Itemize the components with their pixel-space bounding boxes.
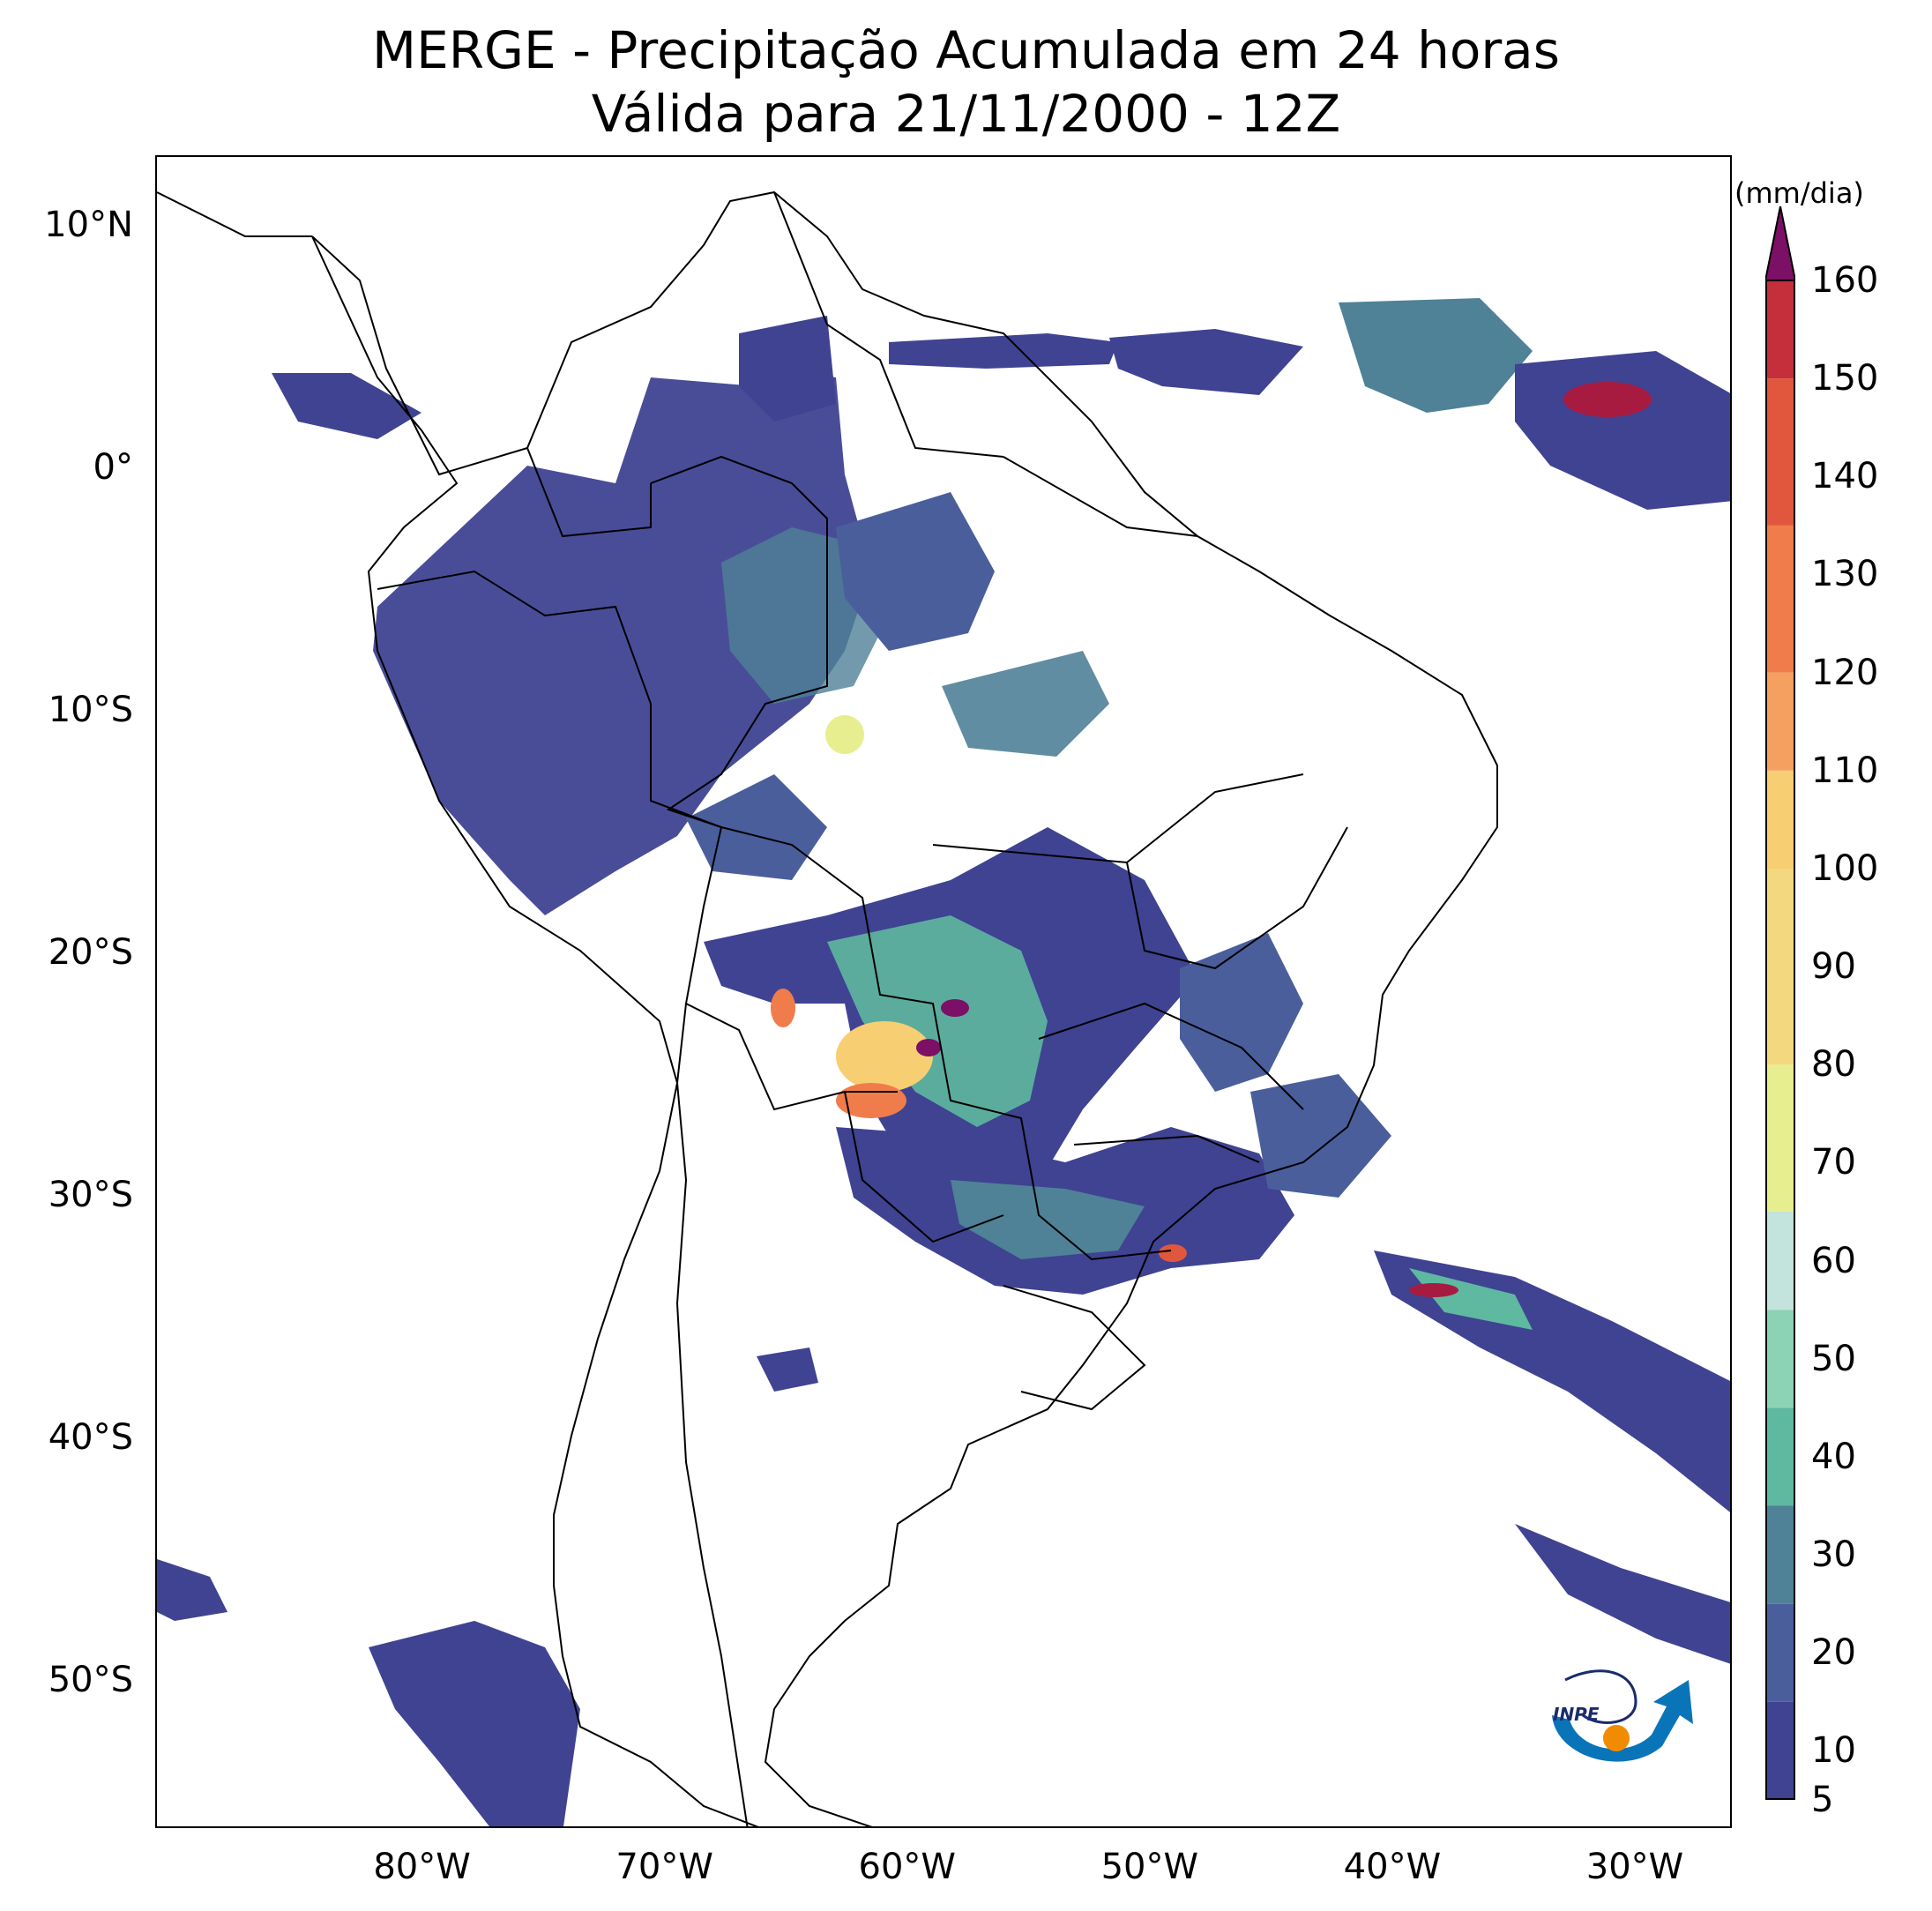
precip-area-amazon-south <box>686 774 827 880</box>
border-central-america <box>157 191 312 237</box>
colorbar-unit-label: (mm/dia) <box>1734 176 1864 210</box>
longitude-label: 60°W <box>858 1847 956 1887</box>
colorbar-segment <box>1765 1064 1795 1213</box>
border-brazil-states-4 <box>1038 1002 1304 1110</box>
longitude-label: 50°W <box>1100 1847 1199 1887</box>
colorbar-segment <box>1765 280 1795 379</box>
colorbar-tick-label: 50 <box>1811 1338 1856 1379</box>
colorbar-tick-label: 130 <box>1811 554 1879 595</box>
precip-area-pacific-south <box>157 1559 228 1621</box>
precip-core-4 <box>941 999 969 1017</box>
precip-area-atlantic-tail <box>1515 1524 1730 1664</box>
colorbar-frame <box>1765 280 1795 1800</box>
precip-area-southeast <box>1250 1074 1391 1198</box>
precip-area-pacific-north <box>272 373 421 439</box>
colorbar-segment <box>1765 378 1795 526</box>
colorbar-tick-label: 90 <box>1811 946 1856 988</box>
precip-area-itcz-far-east <box>1515 351 1730 510</box>
colorbar-tick-label: 20 <box>1811 1632 1856 1674</box>
coastline-south-america <box>311 190 1498 1826</box>
map-title: MERGE - Precipitação Acumulada em 24 hor… <box>372 20 1560 80</box>
precipitation-field <box>157 298 1730 1826</box>
latitude-label: 10°N <box>44 205 133 246</box>
border-brazil-west <box>650 455 1172 1261</box>
colorbar <box>1765 206 1795 1800</box>
latitude-label: 30°S <box>48 1175 133 1216</box>
precip-area-central-amazon <box>836 492 995 651</box>
precipitation-map <box>155 155 1732 1828</box>
colorbar-tick-label: 60 <box>1811 1240 1856 1281</box>
colorbar-tick-label: 140 <box>1811 456 1879 497</box>
border-brazil-states-5 <box>1073 1134 1260 1163</box>
colorbar-tick-label: 150 <box>1811 358 1879 399</box>
precip-area-patagonia <box>369 1621 580 1826</box>
colorbar-tick-label: 120 <box>1811 652 1879 693</box>
colorbar-segment <box>1765 525 1795 673</box>
latitude-label: 40°S <box>48 1417 133 1459</box>
colorbar-tick-label: 5 <box>1811 1780 1834 1820</box>
colorbar-tick-label: 40 <box>1811 1436 1856 1477</box>
precip-area-guiana <box>739 316 836 422</box>
precip-area-amazon-west <box>373 369 871 915</box>
country-borders <box>157 190 1498 1826</box>
colorbar-tick-label: 160 <box>1811 260 1879 301</box>
precip-core-6 <box>825 715 864 754</box>
latitude-label: 20°S <box>48 932 133 974</box>
border-brazil-states-1 <box>1003 456 1198 537</box>
colorbar-segment <box>1765 1603 1795 1702</box>
colorbar-segment <box>1765 1212 1795 1310</box>
longitude-label: 80°W <box>373 1847 471 1887</box>
border-colombia <box>526 447 652 538</box>
precip-area-east-brazil <box>1180 933 1303 1092</box>
border-uruguay <box>1003 1285 1146 1411</box>
colorbar-segment <box>1765 1310 1795 1408</box>
precip-core-itcz <box>1563 382 1652 417</box>
colorbar-tick-label: 70 <box>1811 1142 1856 1183</box>
precip-area-amazon-east <box>942 651 1109 757</box>
longitude-label: 40°W <box>1343 1847 1442 1887</box>
precip-area-southern-core <box>951 1180 1145 1259</box>
precip-area-central-core <box>827 915 1048 1127</box>
longitude-label: 30°W <box>1585 1847 1684 1887</box>
border-brazil-states-3 <box>1126 826 1348 970</box>
border-brazil-states-2 <box>932 773 1304 864</box>
border-argentina-chile <box>675 1003 749 1826</box>
border-paraguay <box>844 1091 1004 1243</box>
map-subtitle: Válida para 21/11/2000 - 12Z <box>591 84 1341 144</box>
colorbar-segment <box>1765 672 1795 771</box>
precip-core-5 <box>916 1039 941 1056</box>
colorbar-tick-label: 100 <box>1811 847 1879 889</box>
precip-area-atlantic-north <box>1109 329 1303 395</box>
colorbar-segment <box>1765 1407 1795 1506</box>
colorbar-tick-label: 110 <box>1811 750 1879 791</box>
latitude-label: 0° <box>93 447 133 489</box>
precip-area-itcz-east <box>1339 298 1533 413</box>
colorbar-segment <box>1765 770 1795 869</box>
colorbar-tick-label: 80 <box>1811 1044 1856 1086</box>
colorbar-segment <box>1765 868 1795 1065</box>
precip-area-south-atlantic-front <box>1374 1250 1730 1512</box>
precip-area-caribbean <box>889 333 1118 369</box>
precip-core-1 <box>836 1021 933 1092</box>
border-peru-ecuador <box>377 570 722 828</box>
precip-core-3 <box>771 989 795 1027</box>
colorbar-extend-arrow <box>1765 206 1795 281</box>
precip-core-atlantic <box>1409 1283 1458 1297</box>
latitude-label: 10°S <box>48 690 133 731</box>
precip-core-7 <box>1159 1244 1187 1262</box>
border-venezuela-guyana <box>773 191 1004 458</box>
latitude-label: 50°S <box>48 1660 133 1701</box>
inpe-logo-text: INPE <box>1553 1704 1600 1725</box>
inpe-logo <box>1552 1669 1693 1762</box>
colorbar-segment <box>1765 1505 1795 1604</box>
colorbar-segment <box>1765 1701 1795 1800</box>
precip-area-argentina-center <box>757 1347 818 1392</box>
longitude-label: 70°W <box>615 1847 713 1887</box>
colorbar-tick-label: 10 <box>1811 1730 1856 1772</box>
colorbar-tick-label: 30 <box>1811 1534 1856 1576</box>
